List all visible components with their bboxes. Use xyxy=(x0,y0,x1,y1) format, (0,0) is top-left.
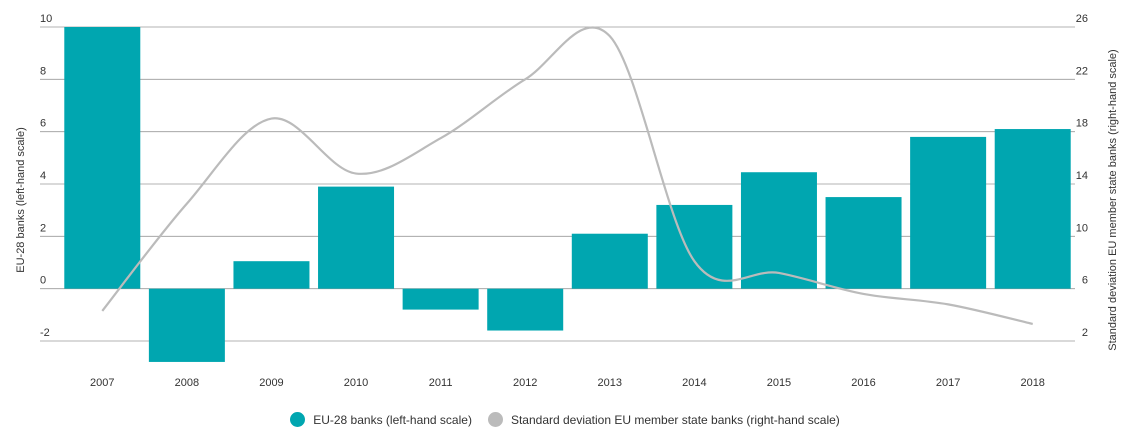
left-tick-label: -2 xyxy=(40,327,50,339)
x-tick-label: 2017 xyxy=(936,377,960,389)
bar-2014 xyxy=(656,204,733,289)
left-tick-label: 4 xyxy=(40,170,46,182)
bar-2012 xyxy=(487,288,564,331)
x-tick-label: 2015 xyxy=(767,377,791,389)
x-tick-label: 2013 xyxy=(598,377,622,389)
x-tick-label: 2009 xyxy=(259,377,283,389)
right-tick-label: 10 xyxy=(1076,222,1088,234)
x-tick-label: 2007 xyxy=(90,377,114,389)
right-tick-label: 6 xyxy=(1082,275,1088,287)
legend-swatch-line xyxy=(487,412,503,427)
x-tick-label: 2014 xyxy=(682,377,706,389)
right-tick-label: 26 xyxy=(1076,13,1088,25)
x-tick-label: 2016 xyxy=(851,377,875,389)
x-tick-label: 2018 xyxy=(1020,377,1044,389)
std-dev-line xyxy=(101,26,1033,326)
left-axis-title: EU-28 banks (left-hand scale) xyxy=(15,127,27,273)
legend: EU-28 banks (left-hand scale) Standard d… xyxy=(0,412,1130,427)
bar-2013 xyxy=(571,233,648,289)
left-tick-label: 6 xyxy=(40,118,46,130)
x-tick-label: 2011 xyxy=(429,377,453,389)
legend-label-line: Standard deviation EU member state banks… xyxy=(510,412,840,427)
bar-2018 xyxy=(994,129,1071,289)
x-tick-label: 2008 xyxy=(175,377,199,389)
left-tick-label: 2 xyxy=(40,222,46,234)
bar-2015 xyxy=(740,172,817,289)
left-axis-ticks: 10 8 6 4 2 0 -2 xyxy=(40,13,52,339)
right-tick-label: 22 xyxy=(1076,65,1088,77)
right-tick-label: 14 xyxy=(1076,170,1088,182)
bar-2008 xyxy=(148,288,225,362)
x-tick-label: 2010 xyxy=(344,377,368,389)
right-axis-title: Standard deviation EU member state banks… xyxy=(1107,49,1119,350)
right-tick-label: 2 xyxy=(1082,327,1088,339)
x-tick-label: 2012 xyxy=(513,377,537,389)
bar-2010 xyxy=(318,186,395,289)
right-axis-ticks: 26 22 18 14 10 6 2 xyxy=(1076,13,1088,339)
left-tick-label: 10 xyxy=(40,13,52,25)
right-tick-label: 18 xyxy=(1076,118,1088,130)
legend-label-bars: EU-28 banks (left-hand scale) xyxy=(313,412,472,427)
bar-2011 xyxy=(402,288,479,310)
legend-item-line[interactable]: Standard deviation EU member state banks… xyxy=(487,412,840,427)
legend-item-bars[interactable]: EU-28 banks (left-hand scale) xyxy=(290,412,472,427)
bar-2007 xyxy=(64,27,141,289)
bar-2009 xyxy=(233,261,310,289)
x-axis-ticks: 2007 2008 2009 2010 2011 2012 2013 2014 2015 2016… xyxy=(90,377,1045,389)
legend-swatch-bars xyxy=(290,412,306,427)
line-series xyxy=(101,26,1033,326)
left-tick-label: 8 xyxy=(40,65,46,77)
bar-2017 xyxy=(910,136,987,289)
left-tick-label: 0 xyxy=(40,275,46,287)
bar-series xyxy=(64,27,1071,362)
bar-2016 xyxy=(825,197,902,289)
